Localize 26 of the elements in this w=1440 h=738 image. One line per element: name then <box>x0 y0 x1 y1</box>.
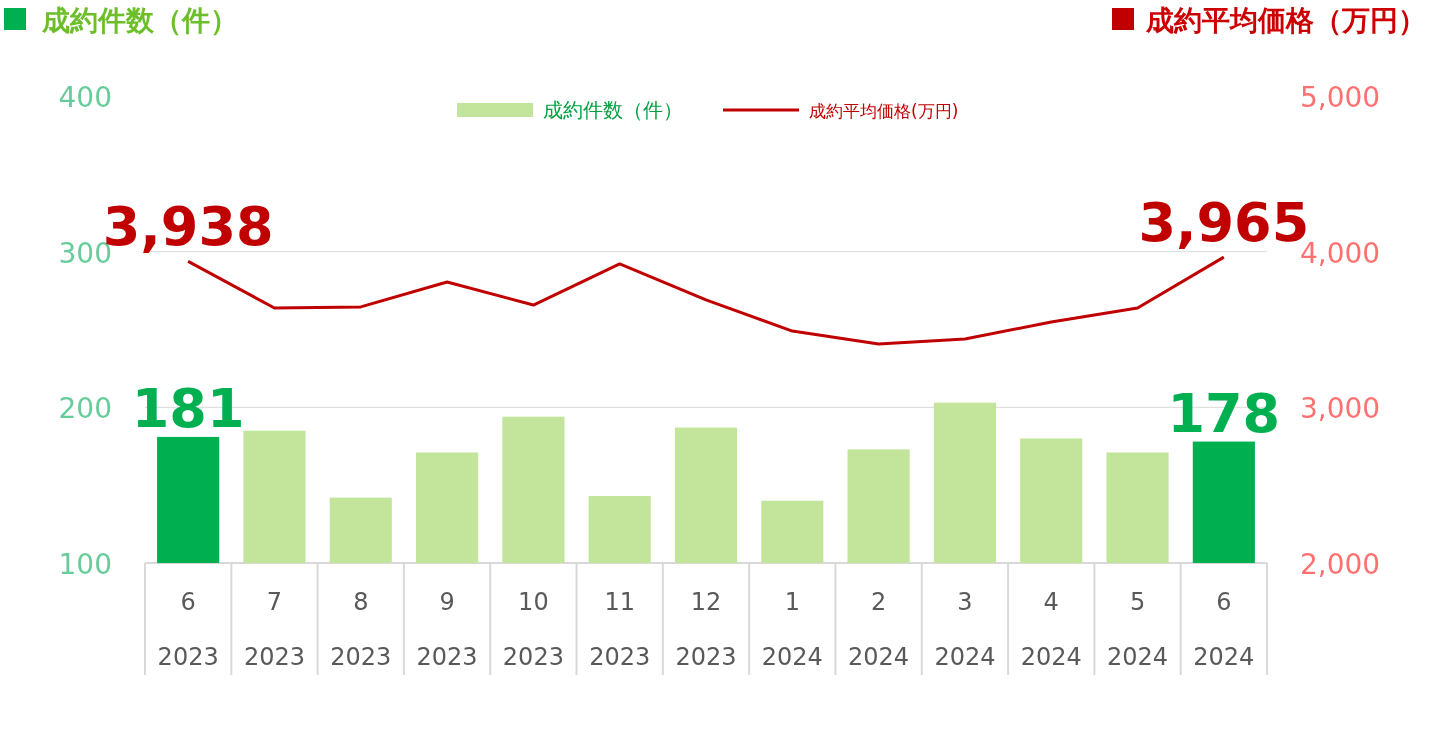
y-tick-label: 100 <box>58 548 112 581</box>
x-tick-label: 12 2023 <box>675 588 737 671</box>
x-tick-label: 11 2023 <box>589 588 651 671</box>
y2-tick-label: 3,000 <box>1300 392 1381 426</box>
x-tick-label: 6 2023 <box>157 588 219 671</box>
line-series <box>186 255 1226 346</box>
y2-tick-label: 2,000 <box>1300 548 1381 581</box>
y-tick-label: 200 <box>58 392 112 426</box>
legend-label: 成約平均価格(万円) <box>809 101 959 121</box>
x-tick-label: 8 2023 <box>330 588 392 671</box>
x-tick-label: 10 2023 <box>502 588 564 671</box>
y2-tick-label: 5,000 <box>1300 81 1381 114</box>
data-label: 178 <box>1167 381 1281 445</box>
x-tick-label: 4 2024 <box>1020 588 1082 671</box>
x-tick-label: 5 2024 <box>1107 588 1169 671</box>
x-tick-label: 1 2024 <box>761 588 823 671</box>
x-tick-label: 9 2023 <box>416 588 478 671</box>
x-tick-label: 7 2023 <box>243 588 305 671</box>
data-label: 181 <box>131 376 245 440</box>
y-axis-title: 成約件数（件） <box>41 4 238 37</box>
x-tick-label: 2 2024 <box>848 588 910 671</box>
y2-axis-title: 成約平均価格（万円） <box>1145 4 1426 37</box>
legend-label: 成約件数（件） <box>543 98 683 122</box>
x-tick-label: 6 2024 <box>1193 588 1255 671</box>
y-tick-label: 400 <box>58 81 112 114</box>
x-tick-label: 3 2024 <box>934 588 996 671</box>
